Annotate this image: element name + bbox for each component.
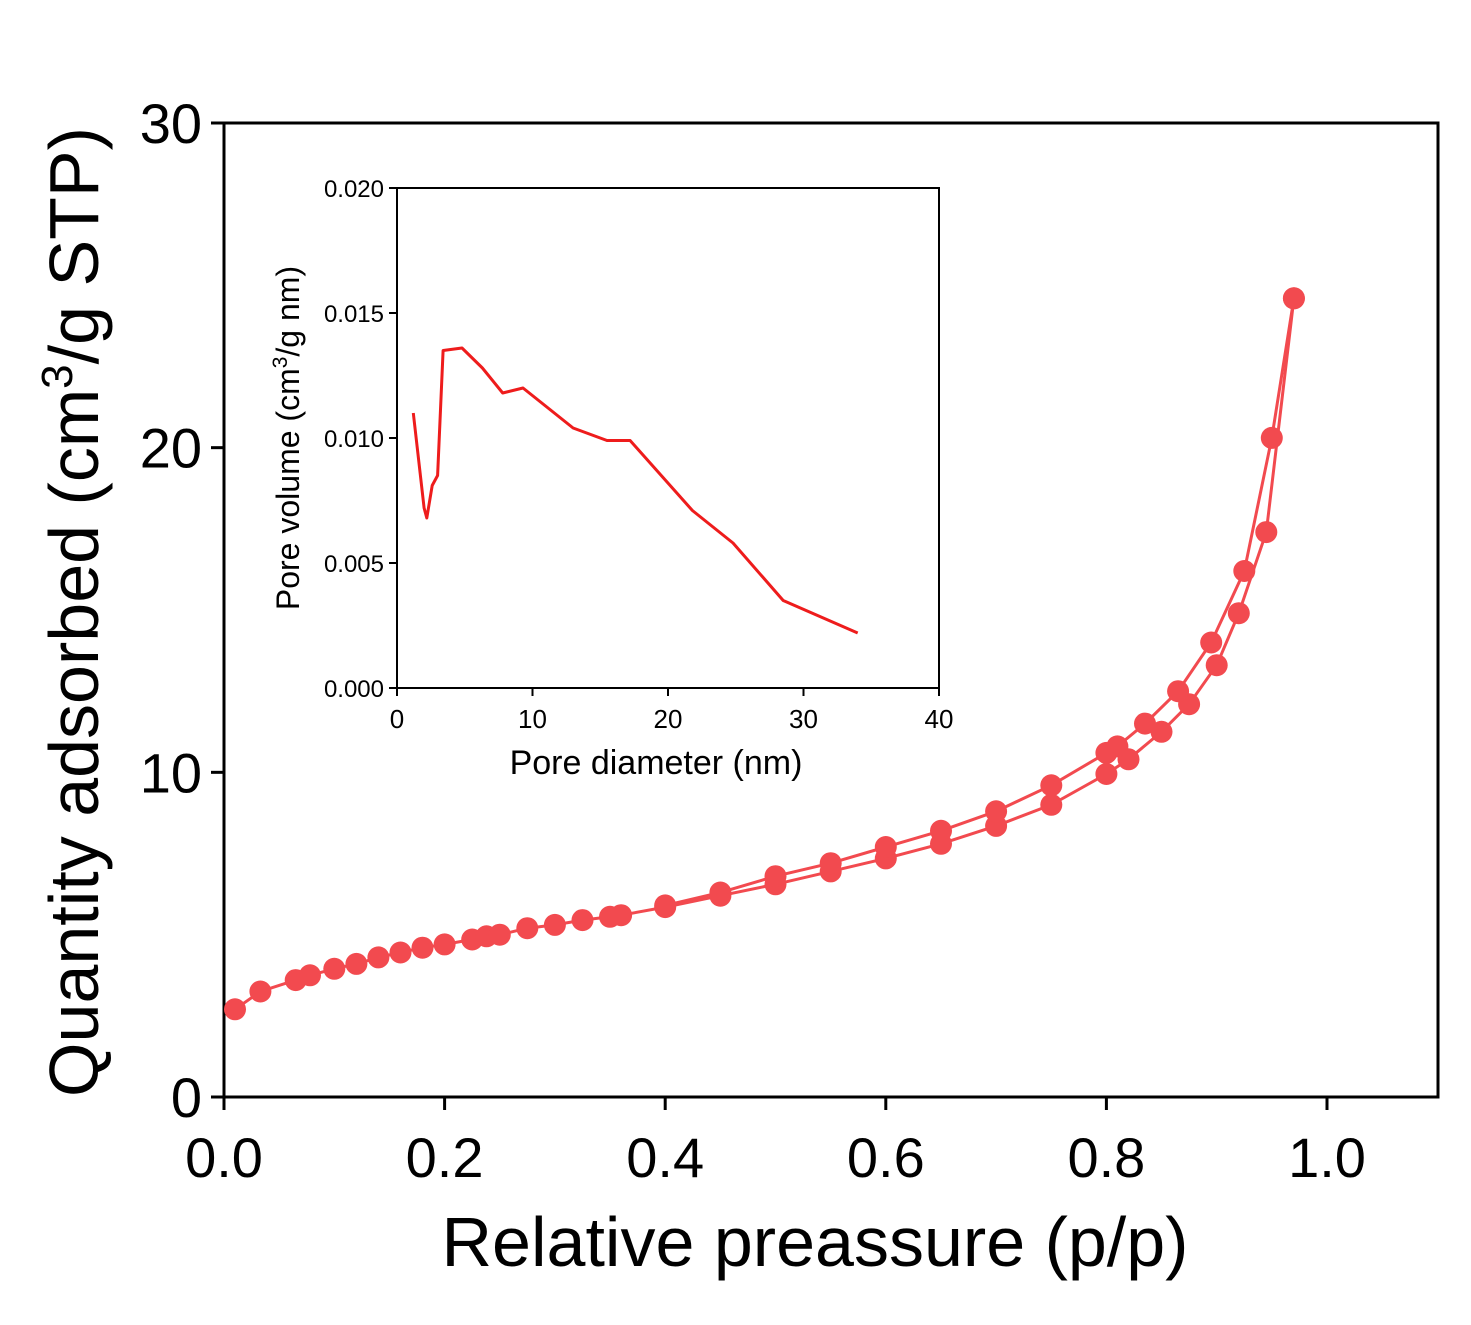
- data-point-desorption: [1282, 287, 1305, 310]
- main-y-tick-label: 0: [171, 1066, 202, 1129]
- data-point-adsorption: [516, 917, 539, 940]
- data-point-adsorption: [433, 933, 456, 956]
- inset-y-tick-label: 0.000: [324, 676, 384, 703]
- main-y-axis-label-unit: /g STP): [35, 127, 113, 364]
- main-y-tick-label: 30: [140, 92, 202, 155]
- main-y-axis-label-text: Quantity adsorbed (cm: [35, 389, 113, 1097]
- main-x-axis-label: Relative preassure (p/p): [442, 1203, 1189, 1281]
- data-point-adsorption: [411, 936, 434, 959]
- data-point-desorption: [654, 894, 677, 917]
- inset-x-tick-label: 10: [518, 704, 547, 734]
- inset-y-tick-label: 0.005: [324, 551, 384, 578]
- data-point-desorption: [1040, 774, 1063, 797]
- inset-x-tick-label: 30: [789, 704, 818, 734]
- inset-y-axis-label-unit: /g nm): [270, 266, 306, 357]
- data-point-adsorption: [571, 909, 594, 932]
- inset-y-tick-label: 0.010: [324, 426, 384, 453]
- data-point-adsorption: [249, 980, 272, 1003]
- main-x-tick-label: 0.0: [185, 1126, 263, 1189]
- data-point-desorption: [1233, 560, 1256, 582]
- series-line-desorption: [664, 298, 1296, 907]
- inset-x-tick-label: 20: [654, 704, 683, 734]
- data-point-adsorption: [323, 957, 346, 980]
- data-point-desorption: [819, 852, 842, 875]
- data-point-desorption: [1260, 426, 1283, 449]
- data-point-desorption: [1134, 712, 1156, 735]
- inset-x-ticks: 0 10 20 30 40: [390, 688, 954, 734]
- inset-y-axis-label-text: Pore volume (cm: [270, 368, 306, 610]
- data-point-desorption: [1095, 741, 1118, 764]
- inset-y-ticks: 0.000 0.005 0.010 0.015 0.020: [324, 176, 397, 703]
- data-point-adsorption: [1255, 521, 1278, 544]
- main-x-ticks: 0.0 0.2 0.4 0.6 0.8 1.0: [185, 1097, 1366, 1189]
- data-point-adsorption: [367, 946, 390, 969]
- inset-x-axis-label: Pore diameter (nm): [510, 744, 803, 782]
- data-point-adsorption: [389, 941, 412, 964]
- data-point-adsorption: [610, 904, 633, 927]
- data-point-desorption: [1200, 631, 1223, 654]
- series-line-adsorption: [234, 298, 1296, 1011]
- data-point-adsorption: [224, 998, 246, 1021]
- data-point-desorption: [709, 881, 732, 904]
- main-x-tick-label: 0.2: [406, 1126, 484, 1189]
- main-y-tick-label: 20: [140, 417, 202, 480]
- inset-y-axis-label: Pore volume (cm3/g nm): [269, 266, 306, 610]
- data-point-adsorption: [1227, 602, 1250, 625]
- main-y-axis-label: Quantity adsorbed (cm3/g STP): [33, 127, 113, 1097]
- main-plot-frame: [222, 121, 1440, 1099]
- data-point-adsorption: [1095, 763, 1118, 785]
- data-point-desorption: [985, 800, 1008, 823]
- data-point-adsorption: [488, 923, 511, 946]
- data-point-adsorption: [543, 913, 566, 936]
- inset-series-group: [411, 346, 859, 635]
- main-y-tick-label: 10: [140, 741, 202, 804]
- data-point-adsorption: [1040, 793, 1063, 816]
- main-x-tick-label: 0.4: [626, 1126, 704, 1189]
- inset-x-tick-label: 0: [390, 704, 404, 734]
- data-point-desorption: [764, 865, 787, 888]
- inset-y-tick-label: 0.015: [324, 301, 384, 328]
- data-point-desorption: [930, 819, 952, 842]
- inset-y-tick-label: 0.020: [324, 176, 384, 203]
- data-point-adsorption: [1205, 654, 1228, 677]
- data-point-adsorption: [299, 964, 321, 987]
- main-x-tick-label: 0.6: [847, 1126, 925, 1189]
- inset-x-tick-label: 40: [925, 704, 954, 734]
- inset-plot-frame: [396, 187, 940, 689]
- main-series-group: [224, 287, 1305, 1021]
- main-y-ticks: 0 10 20 30: [140, 92, 224, 1129]
- inset-series-line: [411, 346, 859, 635]
- main-x-tick-label: 1.0: [1288, 1126, 1366, 1189]
- main-y-axis-label-superscript: 3: [33, 364, 82, 388]
- main-x-tick-label: 0.8: [1067, 1126, 1145, 1189]
- inset-plot: 0 10 20 30 40 0.000 0.005 0.010 0.015 0.020 Pore…: [269, 176, 953, 782]
- data-point-desorption: [874, 836, 897, 858]
- data-point-adsorption: [345, 952, 368, 975]
- data-point-desorption: [1167, 680, 1190, 703]
- data-point-adsorption: [1150, 720, 1173, 743]
- inset-y-axis-label-superscript: 3: [269, 357, 292, 369]
